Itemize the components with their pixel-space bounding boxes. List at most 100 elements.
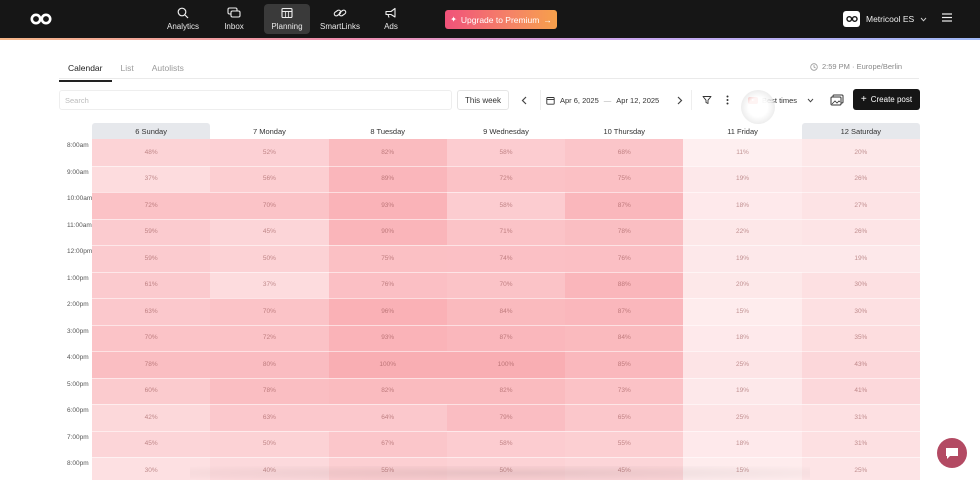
heatmap-slot[interactable]: 70% [92, 324, 211, 351]
heatmap-slot[interactable]: 79% [446, 404, 566, 431]
heatmap-slot[interactable]: 84% [446, 298, 566, 325]
heatmap-slot[interactable]: 43% [801, 351, 920, 378]
heatmap-slot[interactable]: 96% [328, 298, 447, 325]
metricool-logo-icon[interactable] [30, 12, 52, 26]
heatmap-slot[interactable]: 19% [683, 245, 802, 272]
heatmap-slot[interactable]: 58% [446, 430, 566, 457]
heatmap-slot[interactable]: 22% [683, 218, 802, 245]
heatmap-slot[interactable]: 63% [92, 298, 211, 325]
heatmap-slot[interactable]: 48% [92, 139, 211, 166]
heatmap-slot[interactable]: 93% [328, 192, 447, 219]
heatmap-slot[interactable]: 45% [210, 218, 329, 245]
tab-list[interactable]: List [120, 63, 134, 73]
heatmap-slot[interactable]: 71% [446, 218, 566, 245]
heatmap-slot[interactable]: 89% [328, 165, 447, 192]
heatmap-slot[interactable]: 26% [801, 165, 920, 192]
heatmap-slot[interactable]: 75% [565, 165, 684, 192]
heatmap-slot[interactable]: 78% [210, 377, 329, 404]
heatmap-slot[interactable]: 100% [446, 351, 566, 378]
heatmap-slot[interactable]: 59% [92, 218, 211, 245]
heatmap-slot[interactable]: 67% [328, 430, 447, 457]
heatmap-slot[interactable]: 19% [683, 165, 802, 192]
previous-week-button[interactable] [518, 93, 530, 107]
date-range-picker[interactable]: Apr 6, 2025 — Apr 12, 2025 [540, 90, 692, 110]
heatmap-slot[interactable]: 30% [92, 457, 211, 480]
search-input[interactable]: Search [59, 90, 452, 110]
heatmap-slot[interactable]: 20% [683, 271, 802, 298]
heatmap-slot[interactable]: 87% [565, 192, 684, 219]
heatmap-slot[interactable]: 88% [565, 271, 684, 298]
heatmap-slot[interactable]: 82% [328, 377, 447, 404]
heatmap-slot[interactable]: 30% [801, 298, 920, 325]
heatmap-slot[interactable]: 93% [328, 324, 447, 351]
heatmap-slot[interactable]: 58% [446, 192, 566, 219]
heatmap-slot[interactable]: 56% [210, 165, 329, 192]
heatmap-slot[interactable]: 25% [801, 457, 920, 480]
heatmap-slot[interactable]: 80% [210, 351, 329, 378]
filter-button[interactable] [700, 93, 714, 107]
heatmap-slot[interactable]: 72% [92, 192, 211, 219]
heatmap-slot[interactable]: 78% [565, 218, 684, 245]
nav-analytics[interactable]: Analytics [166, 4, 200, 34]
heatmap-slot[interactable]: 45% [565, 457, 684, 480]
account-switcher[interactable]: Metricool ES [843, 10, 927, 28]
heatmap-slot[interactable]: 27% [801, 192, 920, 219]
heatmap-slot[interactable]: 84% [565, 324, 684, 351]
heatmap-slot[interactable]: 64% [328, 404, 447, 431]
heatmap-slot[interactable]: 15% [683, 298, 802, 325]
timezone-indicator[interactable]: 2:59 PM · Europe/Berlin [810, 62, 902, 71]
heatmap-slot[interactable]: 52% [210, 139, 329, 166]
heatmap-slot[interactable]: 60% [92, 377, 211, 404]
heatmap-slot[interactable]: 82% [446, 377, 566, 404]
hamburger-menu-icon[interactable] [942, 13, 952, 22]
heatmap-slot[interactable]: 73% [565, 377, 684, 404]
heatmap-slot[interactable]: 19% [801, 245, 920, 272]
heatmap-slot[interactable]: 76% [328, 271, 447, 298]
heatmap-slot[interactable]: 90% [328, 218, 447, 245]
tab-autolists[interactable]: Autolists [151, 63, 184, 73]
heatmap-slot[interactable]: 45% [92, 430, 211, 457]
heatmap-slot[interactable]: 50% [210, 430, 329, 457]
heatmap-slot[interactable]: 25% [683, 351, 802, 378]
heatmap-slot[interactable]: 85% [565, 351, 684, 378]
heatmap-slot[interactable]: 61% [92, 271, 211, 298]
heatmap-slot[interactable]: 55% [328, 457, 447, 480]
support-chat-button[interactable] [937, 438, 967, 468]
heatmap-slot[interactable]: 50% [446, 457, 566, 480]
heatmap-slot[interactable]: 58% [446, 139, 566, 166]
heatmap-slot[interactable]: 18% [683, 324, 802, 351]
heatmap-slot[interactable]: 68% [565, 139, 684, 166]
heatmap-slot[interactable]: 63% [210, 404, 329, 431]
heatmap-slot[interactable]: 37% [210, 271, 329, 298]
heatmap-slot[interactable]: 11% [683, 139, 802, 166]
heatmap-slot[interactable]: 65% [565, 404, 684, 431]
nav-ads[interactable]: Ads [379, 4, 403, 34]
nav-inbox[interactable]: Inbox [220, 4, 248, 34]
nav-smartlinks[interactable]: SmartLinks [318, 4, 362, 34]
heatmap-slot[interactable]: 70% [210, 192, 329, 219]
heatmap-slot[interactable]: 75% [328, 245, 447, 272]
heatmap-slot[interactable]: 30% [801, 271, 920, 298]
media-gallery-button[interactable] [830, 93, 844, 107]
tab-calendar[interactable]: Calendar [59, 60, 112, 82]
heatmap-slot[interactable]: 78% [92, 351, 211, 378]
heatmap-slot[interactable]: 50% [210, 245, 329, 272]
nav-planning[interactable]: Planning [264, 4, 310, 34]
heatmap-slot[interactable]: 25% [683, 404, 802, 431]
heatmap-slot[interactable]: 76% [565, 245, 684, 272]
heatmap-slot[interactable]: 18% [683, 430, 802, 457]
heatmap-slot[interactable]: 31% [801, 404, 920, 431]
heatmap-slot[interactable]: 55% [565, 430, 684, 457]
next-week-button[interactable] [674, 93, 686, 107]
heatmap-slot[interactable]: 20% [801, 139, 920, 166]
more-options-button[interactable] [720, 93, 734, 107]
heatmap-slot[interactable]: 18% [683, 192, 802, 219]
heatmap-slot[interactable]: 31% [801, 430, 920, 457]
create-post-button[interactable]: + Create post [853, 89, 920, 110]
heatmap-slot[interactable]: 41% [801, 377, 920, 404]
heatmap-slot[interactable]: 87% [565, 298, 684, 325]
heatmap-slot[interactable]: 87% [446, 324, 566, 351]
heatmap-slot[interactable]: 42% [92, 404, 211, 431]
heatmap-slot[interactable]: 59% [92, 245, 211, 272]
heatmap-slot[interactable]: 82% [328, 139, 447, 166]
